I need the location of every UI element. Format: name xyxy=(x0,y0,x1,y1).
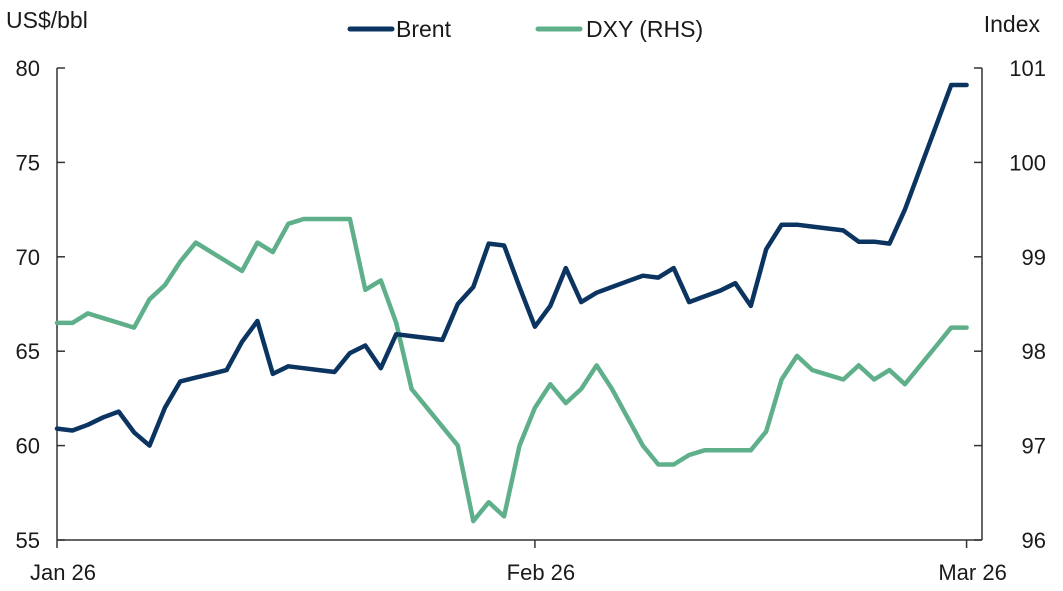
x-tick-label: Mar 26 xyxy=(938,560,1006,585)
left-tick-label: 55 xyxy=(16,528,40,553)
series-layer xyxy=(54,82,969,524)
right-tick-label: 97 xyxy=(1022,434,1046,459)
right-axis-ticks: 101 100 99 98 97 96 xyxy=(974,56,1046,553)
series-line-brent xyxy=(54,82,969,448)
right-tick-label: 101 xyxy=(1009,56,1046,81)
right-tick-label: 98 xyxy=(1022,339,1046,364)
right-tick-label: 99 xyxy=(1022,245,1046,270)
left-tick-label: 65 xyxy=(16,339,40,364)
left-tick-label: 80 xyxy=(16,56,40,81)
legend-label-dxy: DXY (RHS) xyxy=(586,16,703,42)
left-axis-unit: US$/bbl xyxy=(6,7,88,33)
right-tick-label: 96 xyxy=(1022,528,1046,553)
left-tick-label: 75 xyxy=(16,150,40,175)
legend-label-brent: Brent xyxy=(396,16,452,42)
x-tick-label: Feb 26 xyxy=(507,560,576,585)
left-tick-label: 70 xyxy=(16,245,40,270)
right-axis-unit: Index xyxy=(984,11,1041,37)
x-axis-ticks: Jan 26 Feb 26 Mar 26 xyxy=(30,540,1007,585)
left-axis-ticks: 80 75 70 65 60 55 xyxy=(16,56,65,553)
series-line-dxy xyxy=(54,216,969,524)
right-tick-label: 100 xyxy=(1009,150,1046,175)
x-tick-label: Jan 26 xyxy=(30,560,96,585)
left-tick-label: 60 xyxy=(16,434,40,459)
legend: Brent DXY (RHS) xyxy=(347,16,703,42)
